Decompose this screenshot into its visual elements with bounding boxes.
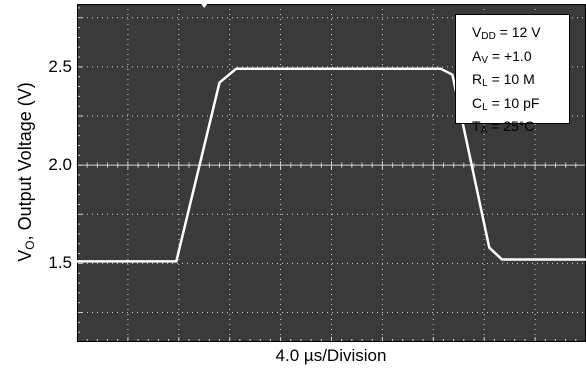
condition-value: = 10 M xyxy=(487,71,535,87)
y-axis-label-rest: , Output Voltage (V) xyxy=(15,82,35,241)
condition-value: = 25°C xyxy=(487,118,535,134)
condition-rl: RL = 10 M xyxy=(472,70,569,94)
condition-value: = 12 V xyxy=(495,24,541,40)
waveform-trace xyxy=(77,67,586,263)
condition-value: = +1.0 xyxy=(488,47,532,64)
condition-ta: TA = 25°C xyxy=(472,117,569,141)
condition-symbol: T xyxy=(472,118,481,134)
condition-symbol: A xyxy=(472,47,482,64)
condition-value: = 10 pF xyxy=(487,94,540,111)
condition-subscript: L xyxy=(482,78,488,89)
condition-cl: CL = 10 pF xyxy=(472,94,569,118)
condition-symbol: V xyxy=(472,24,482,40)
condition-subscript: L xyxy=(482,101,488,113)
condition-symbol: R xyxy=(472,71,483,87)
test-conditions-box: VDD = 12 V AV = +1.0 RL = 10 M CL = 10 p… xyxy=(455,14,570,136)
y-axis-label-subscript: O xyxy=(23,240,37,250)
y-tick-label: 2.5 xyxy=(48,56,72,76)
y-tick-label: 1.5 xyxy=(48,253,72,273)
trigger-marker xyxy=(201,4,208,8)
condition-av: AV = +1.0 xyxy=(472,47,569,71)
condition-subscript: A xyxy=(480,125,488,136)
condition-subscript: V xyxy=(481,54,489,66)
condition-symbol: C xyxy=(472,94,483,111)
x-axis-label: 4.0 µs/Division xyxy=(275,346,387,365)
condition-subscript: DD xyxy=(481,31,496,42)
y-axis-label: VO, Output Voltage (V) xyxy=(15,82,37,261)
y-tick-label: 2.0 xyxy=(48,155,72,175)
y-axis-label-main: V xyxy=(15,249,35,262)
condition-vdd: VDD = 12 V xyxy=(472,23,569,47)
